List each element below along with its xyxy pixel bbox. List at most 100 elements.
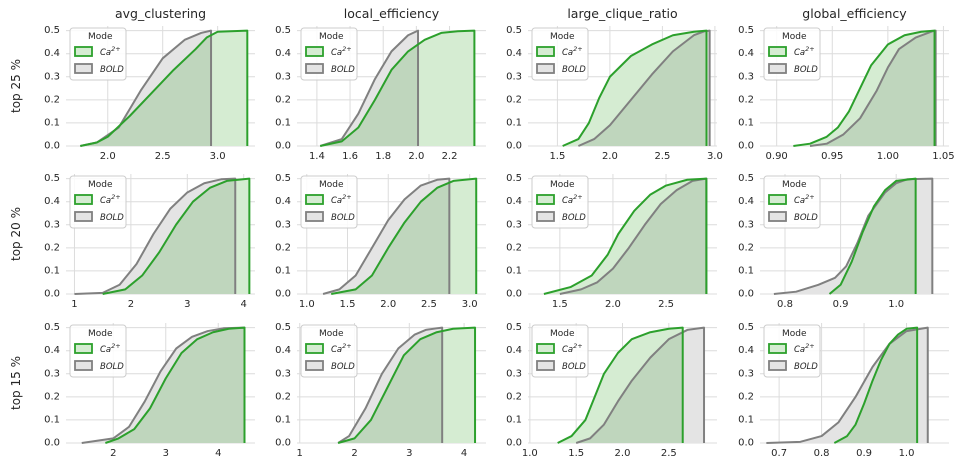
y-tick-label: 0.4 <box>506 196 522 207</box>
y-tick-label: 0.1 <box>275 265 291 276</box>
legend: Mode Ca2+ BOLD <box>763 175 821 229</box>
legend-swatch-bold <box>768 63 787 74</box>
x-tick-label: 2.0 <box>380 299 396 310</box>
ca-line <box>337 326 477 444</box>
y-tick-label: 0.0 <box>506 141 522 152</box>
bold-line <box>319 29 420 147</box>
legend-title: Mode <box>88 329 113 339</box>
x-tick-label: 1.5 <box>552 299 568 310</box>
legend: Mode Ca2+ BOLD <box>300 27 358 81</box>
legend-swatch-bold <box>305 211 324 222</box>
x-tick-label: 3 <box>163 448 169 459</box>
y-tick-label: 0.4 <box>44 196 60 207</box>
ca-line <box>793 29 936 147</box>
legend: Mode Ca2+ BOLD <box>763 27 821 81</box>
y-tick-label: 0.2 <box>506 391 522 402</box>
x-tick-label: 1.4 <box>309 151 325 162</box>
y-tick-label: 0.0 <box>506 289 522 300</box>
x-tick-label: 0.9 <box>833 299 849 310</box>
y-tick-label: 0.5 <box>44 25 60 36</box>
overlap-area <box>80 35 212 146</box>
x-tick-label: 2 <box>128 299 134 310</box>
legend-swatch-bold <box>768 211 787 222</box>
legend-title: Mode <box>88 180 113 190</box>
x-tick-label: 1.5 <box>568 448 584 459</box>
legend-swatch-ca <box>305 46 324 57</box>
ca-line <box>833 326 919 444</box>
row-label-2: top 15 % <box>9 356 23 410</box>
y-tick-label: 0.1 <box>44 414 60 425</box>
legend-label-ca: Ca2+ <box>331 342 352 355</box>
legend-label-ca: Ca2+ <box>562 342 583 355</box>
y-tick-label: 0.4 <box>275 196 291 207</box>
x-tick-label: 0.8 <box>814 448 830 459</box>
row-label-1: top 20 % <box>9 207 23 261</box>
panel-r0-c2: 0.0 0.1 0.2 0.3 0.4 0.5 1.5 2.0 2.5 3.0 Mode Ca2+ BO… <box>506 25 723 162</box>
x-tick-label: 1.0 <box>899 448 915 459</box>
overlap-area <box>559 178 707 294</box>
ca-line <box>562 29 708 147</box>
bold-line <box>575 326 706 444</box>
legend-label-ca: Ca2+ <box>794 342 815 355</box>
y-tick-label: 0.3 <box>738 219 754 230</box>
y-tick-label: 0.0 <box>44 141 60 152</box>
x-tick-label: 1.8 <box>375 151 391 162</box>
legend-label-bold: BOLD <box>100 362 124 372</box>
legend-swatch-bold <box>536 360 555 371</box>
y-tick-label: 0.3 <box>738 368 754 379</box>
x-tick-label: 2.5 <box>155 151 171 162</box>
y-tick-label: 0.2 <box>738 391 754 402</box>
x-tick-label: 1.0 <box>888 299 904 310</box>
panel-r1-c3: 0.0 0.1 0.2 0.3 0.4 0.5 0.8 0.9 1.0 Mode Ca2+ BOLD <box>738 173 949 310</box>
y-tick-label: 0.1 <box>275 117 291 128</box>
y-tick-label: 0.4 <box>44 48 60 59</box>
panel-r2-c2: 0.0 0.1 0.2 0.3 0.4 0.5 1.0 1.5 2.0 2.5 Mode Ca2+ BO… <box>506 322 717 459</box>
x-tick-label: 1.5 <box>549 151 565 162</box>
panel-r1-c0: 0.0 0.1 0.2 0.3 0.4 0.5 1 2 3 4 Mode Ca2+ BOLD <box>44 173 255 310</box>
overlap-area <box>576 332 683 443</box>
x-tick-label: 3.0 <box>462 299 478 310</box>
ca-line <box>102 177 251 295</box>
legend-label-bold: BOLD <box>562 362 586 372</box>
panel-r2-c1: 0.0 0.1 0.2 0.3 0.4 0.5 1 2 3 4 Mode Ca2+ BOLD <box>275 322 486 459</box>
y-tick-label: 0.4 <box>738 196 754 207</box>
legend: Mode Ca2+ BOLD <box>69 175 127 229</box>
legend-swatch-ca <box>536 46 555 57</box>
x-tick-label: 2 <box>351 448 357 459</box>
legend-title: Mode <box>319 329 344 339</box>
panel-r0-c1: 0.0 0.1 0.2 0.3 0.4 0.5 1.4 1.6 1.8 2.0 2.2 Mode Ca2… <box>275 25 486 162</box>
legend-label-ca: Ca2+ <box>794 193 815 206</box>
legend-label-ca: Ca2+ <box>794 45 815 58</box>
legend-swatch-ca <box>305 343 324 354</box>
y-tick-label: 0.2 <box>275 94 291 105</box>
y-tick-label: 0.3 <box>44 219 60 230</box>
col-title-2: large_clique_ratio <box>567 6 677 21</box>
y-tick-label: 0.4 <box>506 345 522 356</box>
y-tick-label: 0.4 <box>44 345 60 356</box>
y-tick-label: 0.3 <box>44 368 60 379</box>
y-tick-label: 0.0 <box>275 438 291 449</box>
x-tick-label: 1 <box>71 299 77 310</box>
legend-label-ca: Ca2+ <box>331 193 352 206</box>
ca-line <box>80 29 249 147</box>
y-tick-label: 0.0 <box>275 141 291 152</box>
y-tick-label: 0.1 <box>506 414 522 425</box>
y-tick-label: 0.1 <box>506 117 522 128</box>
ca-line <box>557 326 684 444</box>
x-tick-label: 3 <box>184 299 190 310</box>
x-tick-label: 1.0 <box>522 448 538 459</box>
legend-title: Mode <box>550 329 575 339</box>
legend-title: Mode <box>782 180 807 190</box>
x-tick-label: 2.2 <box>442 151 458 162</box>
legend-swatch-bold <box>74 360 93 371</box>
legend: Mode Ca2+ BOLD <box>69 27 127 81</box>
legend-swatch-bold <box>536 63 555 74</box>
overlap-area <box>834 329 918 443</box>
panel-r2-c3: 0.0 0.1 0.2 0.3 0.4 0.5 0.7 0.8 0.9 1.0 Mode Ca2+ BO… <box>738 322 949 459</box>
x-tick-label: 1.05 <box>932 151 954 162</box>
y-tick-label: 0.5 <box>275 25 291 36</box>
legend-title: Mode <box>550 32 575 42</box>
x-tick-label: 4 <box>461 448 467 459</box>
legend-title: Mode <box>782 329 807 339</box>
